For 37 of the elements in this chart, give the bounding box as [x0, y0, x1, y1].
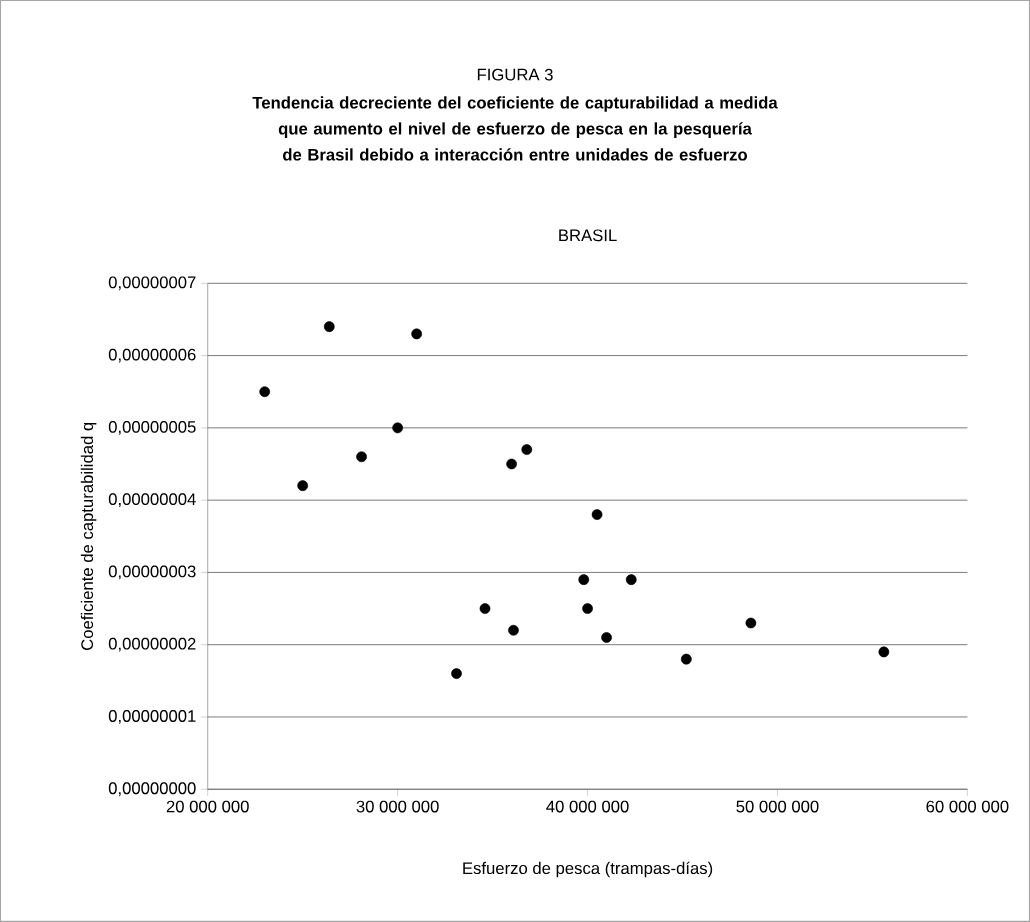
x-tick-label: 50 000 000 [736, 800, 819, 813]
y-tick-label: 0,00000007 [108, 276, 196, 291]
y-axis-title: Coeficiente de capturabilidad q [80, 422, 97, 651]
point [259, 386, 271, 398]
point [745, 617, 757, 629]
point [591, 509, 603, 520]
y-tick-label: 0,00000002 [108, 637, 196, 652]
chart-title: Tendencia decreciente del coeficiente de capturabilidad a medida que aumento el nivel de esfuerzo de pesca en la pesquería de Brasil debido a interacción entre unidades de esfuerzo [252, 96, 778, 161]
x-tick-label: 30 000 000 [356, 800, 439, 813]
y-tick-label: 0,00000001 [108, 710, 196, 724]
point [506, 458, 517, 470]
point [601, 632, 612, 643]
point [582, 603, 593, 614]
y-tick-label: 0,00000000 [108, 782, 196, 797]
x-tick-label: 60 000 000 [926, 800, 1009, 813]
point [451, 668, 462, 679]
point [508, 624, 519, 636]
y-tick-label: 0,00000003 [108, 565, 196, 580]
point [411, 328, 422, 340]
x-axis-title: Esfuerzo de pesca (trampas-días) [463, 861, 713, 878]
point [323, 321, 335, 333]
y-tick-label: 0,00000004 [108, 493, 196, 508]
x-tick-label: 20 000 000 [166, 800, 249, 813]
point [680, 653, 692, 665]
text: FIGURA 3 [477, 68, 553, 81]
point [356, 451, 367, 463]
point [297, 480, 309, 492]
point [878, 646, 890, 658]
point [392, 422, 403, 434]
x-tick-label: 40 000 000 [546, 800, 629, 813]
chart-subtitle: BRASIL [559, 229, 617, 242]
y-tick-label: 0,00000006 [108, 348, 196, 363]
point [578, 574, 590, 586]
point [625, 574, 637, 586]
point [479, 603, 491, 614]
point [521, 444, 533, 455]
y-tick-label: 0,00000005 [108, 421, 196, 435]
